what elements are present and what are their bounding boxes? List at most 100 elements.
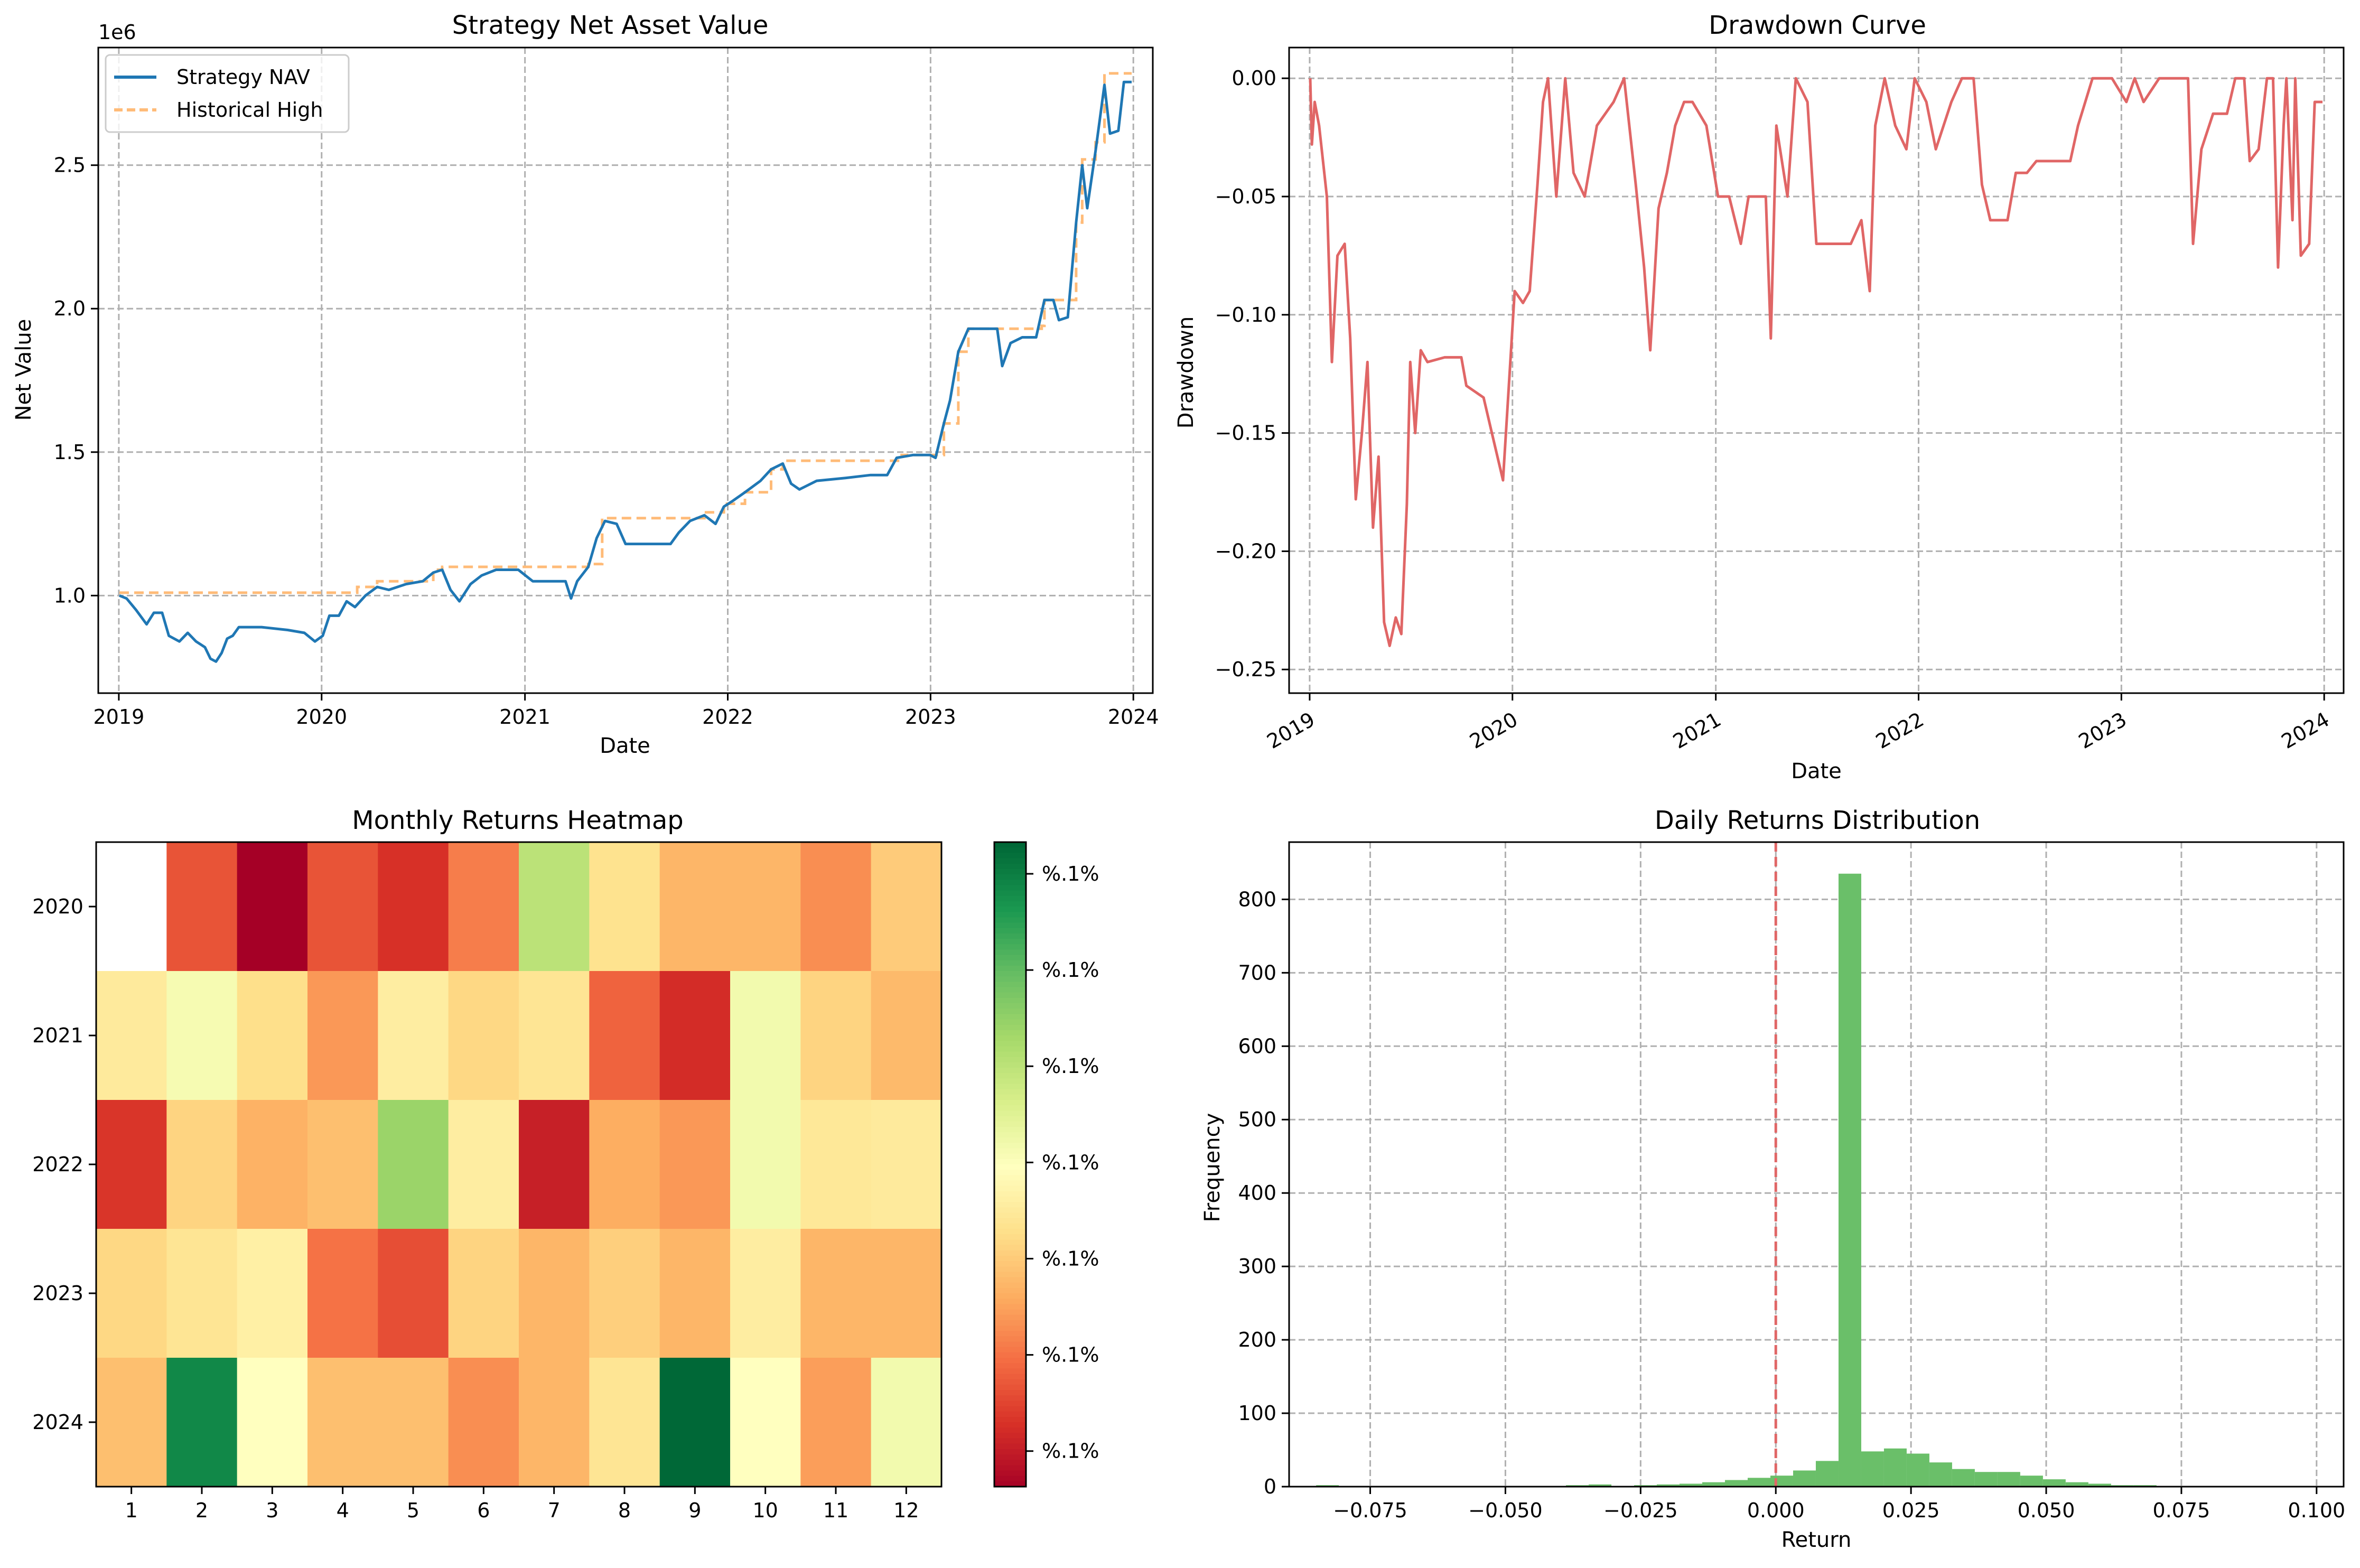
histogram-y-tick-label: 800: [1238, 888, 1276, 911]
colorbar-segment: [994, 1465, 1026, 1471]
nav-y-tick-label: 2.5: [54, 154, 86, 177]
colorbar-segment: [994, 1411, 1026, 1417]
heatmap-cell: [730, 971, 801, 1100]
drawdown-y-tick-label: 0.00: [1232, 67, 1276, 90]
drawdown-x-tick-label: 2023: [2075, 707, 2131, 753]
histogram-x-tick-label: −0.050: [1468, 1499, 1543, 1522]
colorbar-segment: [994, 1266, 1026, 1273]
colorbar-segment: [994, 933, 1026, 939]
colorbar-segment: [994, 1041, 1026, 1047]
heatmap-x-tick-label: 10: [752, 1499, 778, 1522]
nav-y-tick-label: 2.0: [54, 297, 86, 320]
heatmap-cell: [166, 1229, 238, 1358]
heatmap-panel: Monthly Returns Heatmap 1 2 3 4 5 6 7 8 9 10 11 12 …: [32, 806, 1099, 1522]
histogram-y-tick-label: 0: [1264, 1475, 1276, 1498]
colorbar-segment: [994, 1320, 1026, 1326]
colorbar-segment: [994, 1406, 1026, 1412]
heatmap-cell: [448, 971, 519, 1100]
histogram-x-tick-label: −0.075: [1333, 1499, 1407, 1522]
colorbar-segment: [994, 944, 1026, 950]
heatmap-cell: [448, 1229, 519, 1358]
colorbar-segment: [994, 1449, 1026, 1455]
heatmap-cell: [871, 842, 942, 972]
histogram-bar: [1861, 1451, 1884, 1487]
nav-title: Strategy Net Asset Value: [452, 11, 769, 40]
heatmap-x-tick-label: 8: [618, 1499, 631, 1522]
colorbar-segment: [994, 847, 1026, 854]
drawdown-line: [1309, 77, 2322, 647]
colorbar-segment: [994, 1164, 1026, 1170]
histogram-y-tick-label: 600: [1238, 1034, 1276, 1058]
heatmap-cell: [800, 971, 872, 1100]
heatmap-cell: [659, 1358, 731, 1487]
heatmap-cell: [166, 1100, 238, 1229]
colorbar-segment: [994, 1255, 1026, 1262]
colorbar-segment: [994, 1358, 1026, 1364]
colorbar-tick-label: %.1%: [1042, 958, 1099, 982]
histogram-bar: [2020, 1476, 2043, 1487]
colorbar-segment: [994, 1019, 1026, 1025]
heatmap-cell: [589, 1100, 660, 1229]
nav-historical-high-line: [119, 72, 1132, 594]
drawdown-x-label: Date: [1791, 759, 1842, 783]
colorbar-segment: [994, 1003, 1026, 1009]
heatmap-cell: [519, 1229, 590, 1358]
colorbar-segment: [994, 1207, 1026, 1214]
nav-panel: Strategy Net Asset Value 2019 2020 2021 202…: [12, 11, 1159, 758]
colorbar-segment: [994, 1137, 1026, 1144]
heatmap-cells: [96, 842, 942, 1487]
nav-legend-label-high: Historical High: [176, 98, 323, 122]
colorbar-segment: [994, 1460, 1026, 1466]
colorbar-segment: [994, 1068, 1026, 1074]
heatmap-cell: [166, 971, 238, 1100]
nav-y-ticks: 1.0 1.5 2.0 2.5: [54, 154, 98, 607]
histogram-bar: [2088, 1483, 2111, 1487]
heatmap-cell: [800, 1358, 872, 1487]
colorbar-segment: [994, 1422, 1026, 1428]
nav-x-tick-label: 2022: [702, 705, 753, 729]
heatmap-cell: [237, 1358, 308, 1487]
drawdown-panel: Drawdown Curve 2019 2020 2021 2022 2023 2024 …: [1174, 11, 2345, 783]
colorbar-segment: [994, 1384, 1026, 1390]
colorbar-segment: [994, 1314, 1026, 1321]
colorbar-tick-label: %.1%: [1042, 1440, 1099, 1463]
colorbar-segment: [994, 1202, 1026, 1208]
heatmap-cell: [166, 842, 238, 972]
heatmap-x-tick-label: 5: [407, 1499, 419, 1522]
colorbar-segment: [994, 928, 1026, 934]
colorbar-tick-label: %.1%: [1042, 1054, 1099, 1078]
heatmap-cell: [378, 1358, 449, 1487]
heatmap-cell: [237, 1100, 308, 1229]
colorbar-segment: [994, 1454, 1026, 1460]
histogram-bar: [1793, 1470, 1816, 1487]
nav-x-tick-label: 2020: [296, 705, 347, 729]
colorbar-segment: [994, 1427, 1026, 1434]
colorbar-segment: [994, 1347, 1026, 1353]
colorbar-segment: [994, 982, 1026, 988]
drawdown-x-ticks: 2019 2020 2021 2022 2023 2024: [1263, 693, 2333, 753]
heatmap-cell: [448, 842, 519, 972]
colorbar-segment: [994, 1126, 1026, 1133]
heatmap-y-tick-label: 2023: [32, 1282, 83, 1305]
colorbar-segment: [994, 907, 1026, 912]
colorbar-segment: [994, 1116, 1026, 1122]
colorbar-segment: [994, 885, 1026, 891]
heatmap-cell: [307, 971, 378, 1100]
histogram-x-ticks: −0.075 −0.050 −0.025 0.000 0.025 0.050 0.075 0.…: [1333, 1487, 2345, 1522]
colorbar-segment: [994, 955, 1026, 961]
colorbar-segment: [994, 1379, 1026, 1385]
drawdown-title: Drawdown Curve: [1709, 11, 1926, 40]
histogram-panel: Daily Returns Distribution −0.075 −0.050−…: [1200, 806, 2345, 1552]
histogram-title: Daily Returns Distribution: [1655, 806, 1980, 835]
heatmap-x-tick-label: 2: [195, 1499, 208, 1522]
histogram-bar: [1974, 1472, 1998, 1487]
nav-offset-label: 1e6: [98, 21, 136, 44]
colorbar-tick-label: %.1%: [1042, 1247, 1099, 1270]
colorbar-segment: [994, 1476, 1026, 1482]
heatmap-cell: [800, 1229, 872, 1358]
colorbar-segment: [994, 992, 1026, 998]
drawdown-y-tick-label: −0.25: [1215, 658, 1276, 681]
colorbar-segment: [994, 1245, 1026, 1251]
heatmap-cell: [378, 1100, 449, 1229]
histogram-bar: [1702, 1482, 1725, 1487]
